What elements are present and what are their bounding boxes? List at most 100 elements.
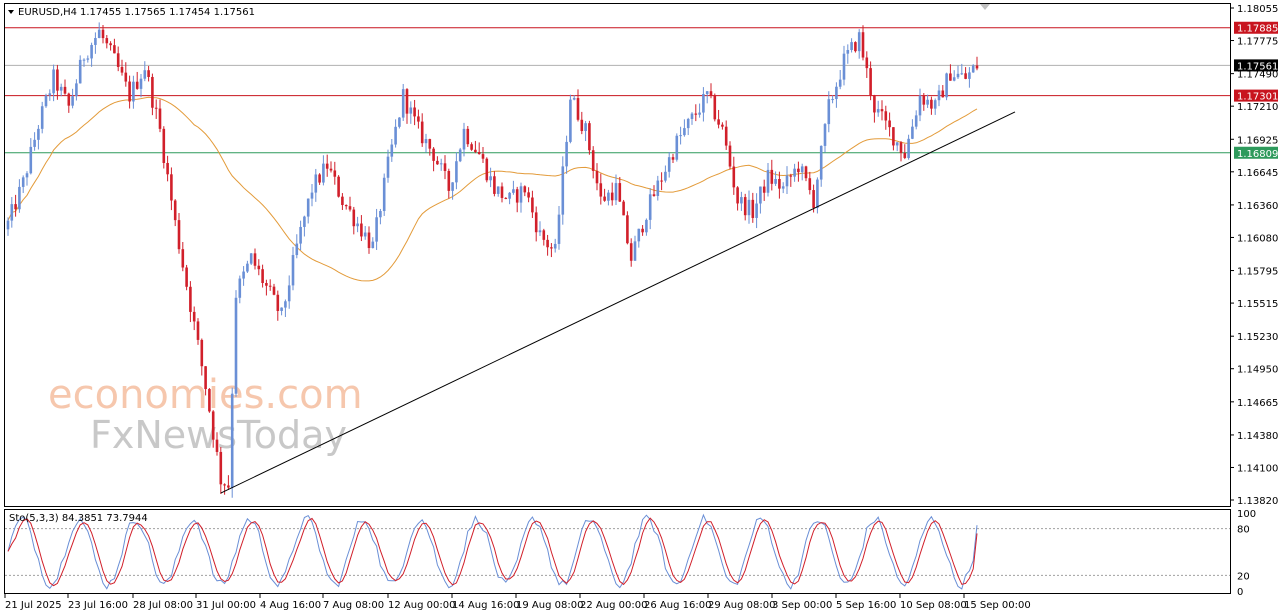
candle-body	[903, 153, 907, 158]
candle-body	[234, 297, 238, 394]
candle-body	[181, 249, 185, 268]
candle-body	[375, 217, 378, 242]
time-tick-label: 31 Jul 00:00	[196, 600, 256, 611]
candle-body	[930, 99, 933, 109]
candle-body	[295, 243, 299, 256]
price-tick-label: 1.16645	[1237, 168, 1278, 179]
time-tick-label: 12 Aug 00:00	[388, 600, 455, 611]
candle-body	[546, 239, 549, 248]
candle-body	[808, 178, 812, 191]
candle-body	[523, 186, 527, 193]
stoch-plot-frame	[4, 509, 1231, 594]
stoch-level-label: 100	[1237, 509, 1256, 520]
candle-body	[97, 29, 101, 39]
candle-body	[348, 206, 352, 210]
candle-body	[781, 186, 785, 189]
time-tick-label: 3 Sep 00:00	[772, 600, 832, 611]
candle-body	[329, 168, 333, 171]
candle-body	[139, 78, 143, 89]
candle-body	[869, 68, 872, 96]
candle-body	[888, 120, 891, 128]
candle-body	[945, 73, 948, 98]
price-tick-label: 1.17490	[1237, 70, 1278, 81]
candle-body	[531, 197, 534, 213]
candle-body	[436, 160, 439, 165]
candle-body	[44, 95, 48, 107]
candle-body	[432, 148, 435, 161]
level-label-box	[1234, 146, 1278, 159]
candle-body	[162, 128, 166, 163]
level-label: 1.17301	[1237, 92, 1278, 103]
candle-body	[800, 166, 804, 173]
stochastic-layer: 100 80 20 0	[5, 509, 1256, 598]
candle-body	[116, 53, 120, 67]
candle-body	[10, 204, 14, 221]
candle-body	[941, 90, 945, 98]
time-tick-label: 26 Aug 16:00	[644, 600, 711, 611]
price-tick-label: 1.14100	[1237, 463, 1278, 474]
candle-body	[850, 42, 853, 50]
candle-body	[762, 186, 766, 193]
candle-body	[253, 253, 257, 266]
candle-body	[265, 283, 268, 286]
candle-body	[443, 163, 447, 171]
candle-body	[960, 73, 964, 75]
candle-body	[759, 186, 762, 204]
candle-body	[439, 163, 443, 165]
stoch-label: Sto(5,3,3) 84.3851 73.7944	[9, 513, 148, 524]
candle-body	[314, 174, 318, 193]
moving-average-layer	[7, 96, 978, 282]
level-label-box	[1234, 89, 1278, 102]
candle-body	[607, 192, 610, 201]
candle-body	[709, 91, 713, 96]
price-tick-label: 1.15795	[1237, 267, 1278, 278]
time-axis: 21 Jul 2025 23 Jul 16:00 28 Jul 08:00 31 Ju…	[4, 594, 1031, 611]
candle-body	[322, 163, 325, 183]
ascending-trendline[interactable]	[220, 111, 1016, 494]
candle-body	[299, 226, 302, 244]
candle-body	[477, 152, 481, 155]
trendline-layer	[220, 111, 1016, 494]
candle-body	[975, 65, 979, 69]
candle-body	[656, 180, 660, 196]
candle-body	[451, 182, 454, 191]
candle-body	[717, 119, 720, 125]
candle-body	[59, 86, 63, 91]
symbol-menu-icon[interactable]	[8, 10, 14, 14]
time-tick-label: 28 Jul 08:00	[133, 600, 193, 611]
header-symbol: EURUSD,H4	[18, 7, 77, 18]
candle-body	[352, 209, 356, 227]
price-tick-label: 1.17775	[1237, 37, 1278, 48]
time-tick-label: 15 Sep 00:00	[964, 600, 1031, 611]
price-tick-label: 1.16925	[1237, 135, 1278, 146]
candle-body	[914, 115, 918, 127]
candle-body	[238, 278, 242, 298]
candle-body	[755, 203, 758, 218]
candle-body	[667, 157, 671, 172]
candle-body	[527, 192, 530, 198]
candle-body	[633, 241, 637, 261]
candle-body	[512, 189, 515, 193]
candle-body	[565, 141, 568, 167]
candle-body	[56, 69, 59, 91]
time-tick-label: 22 Aug 00:00	[580, 600, 647, 611]
price-tick-label: 1.14665	[1237, 398, 1278, 409]
candle-body	[698, 112, 701, 115]
candle-body	[884, 111, 888, 121]
candle-body	[310, 192, 314, 199]
candle-body	[926, 99, 929, 105]
candle-body	[971, 65, 975, 73]
candle-body	[580, 119, 584, 132]
candle-body	[740, 197, 743, 204]
candle-body	[474, 149, 477, 153]
candle-body	[660, 180, 663, 182]
candle-body	[534, 212, 538, 233]
candle-body	[284, 301, 287, 308]
candle-body	[899, 142, 903, 154]
candle-body	[52, 69, 55, 94]
candle-body	[683, 128, 686, 136]
candle-body	[215, 439, 219, 452]
candle-body	[185, 267, 188, 287]
candle-body	[675, 135, 679, 160]
